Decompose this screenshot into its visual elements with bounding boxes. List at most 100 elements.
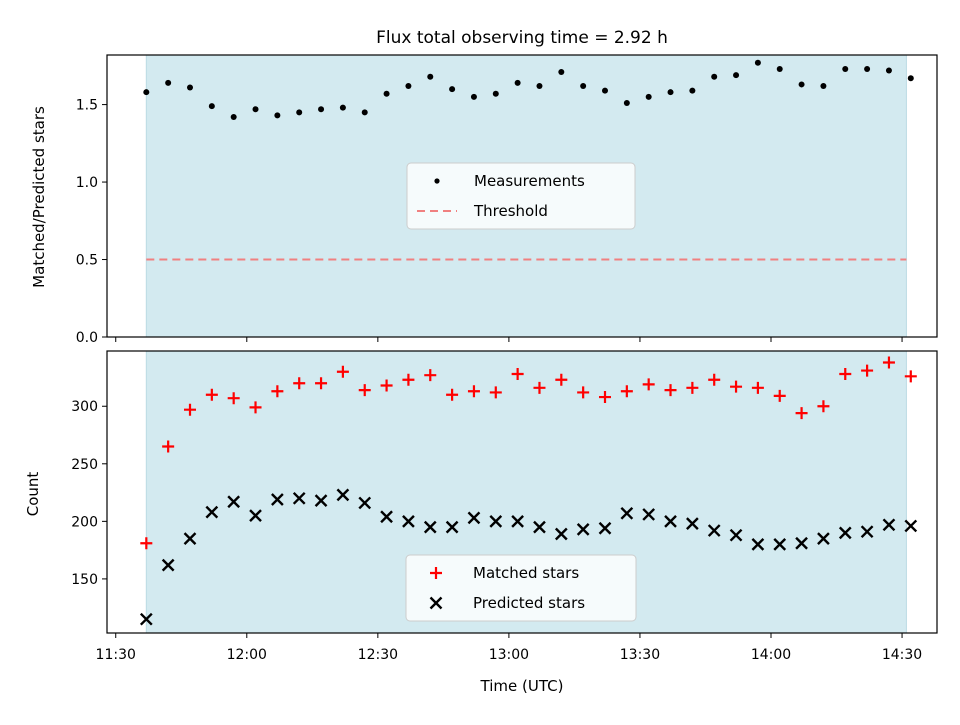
data-point (296, 109, 303, 116)
data-point (292, 491, 306, 505)
data-point (315, 377, 328, 390)
legend-label: Predicted stars (473, 594, 585, 612)
data-point (754, 59, 761, 66)
data-point (339, 104, 346, 111)
data-point (533, 381, 546, 394)
legend-label: Threshold (473, 202, 548, 220)
data-point (773, 389, 786, 402)
data-point (249, 401, 262, 414)
data-point (885, 67, 892, 74)
data-point (536, 82, 543, 89)
data-point (424, 369, 437, 382)
data-point (336, 488, 350, 502)
data-point (599, 391, 611, 404)
y-tick-label: 0.5 (76, 253, 98, 269)
data-point (817, 532, 830, 545)
legend-marker (429, 596, 443, 610)
data-point (143, 89, 150, 96)
data-point (598, 521, 612, 535)
data-point (642, 378, 655, 391)
data-point (380, 510, 393, 524)
series-measurements (143, 59, 914, 120)
data-point (205, 388, 218, 401)
data-point (860, 525, 874, 539)
data-point (577, 386, 590, 399)
legend: Matched stars Predicted stars (405, 554, 637, 622)
data-point (689, 87, 696, 94)
legend-label: Matched stars (473, 564, 579, 582)
data-point (402, 373, 415, 386)
data-point (140, 537, 153, 550)
data-point (514, 79, 521, 86)
data-point (467, 511, 481, 525)
data-point (489, 386, 502, 399)
data-point (664, 384, 677, 397)
data-point (230, 113, 237, 120)
data-point (576, 523, 590, 536)
data-point (405, 82, 412, 89)
data-point (558, 69, 565, 76)
legend-marker (434, 178, 440, 184)
data-point (293, 377, 306, 390)
data-point (187, 84, 193, 91)
data-point (402, 515, 415, 528)
x-tick-label: 12:30 (358, 647, 398, 663)
data-point (864, 65, 871, 72)
data-point (645, 93, 652, 100)
x-tick-label: 14:00 (751, 647, 791, 663)
data-point (729, 528, 743, 542)
data-point (489, 515, 503, 528)
data-point (423, 520, 437, 534)
top-y-axis-label: Matched/Predicted stars (30, 106, 48, 288)
data-point (707, 524, 721, 537)
data-point (554, 527, 568, 541)
data-point (380, 379, 393, 392)
data-point (602, 87, 608, 94)
data-point (817, 400, 830, 413)
data-point (492, 90, 499, 97)
plot-frame (106, 54, 938, 338)
x-tick-label: 13:00 (489, 647, 529, 663)
data-point (446, 388, 459, 401)
data-point (686, 381, 699, 394)
data-point (861, 364, 874, 377)
data-point (184, 403, 196, 416)
data-point (358, 496, 372, 510)
data-point (336, 365, 349, 378)
data-point (730, 380, 743, 393)
data-point (511, 515, 524, 528)
data-point (165, 79, 172, 86)
data-point (839, 368, 852, 381)
legend-box (406, 162, 636, 230)
data-point (686, 517, 699, 531)
data-point (427, 73, 434, 80)
legend-box (405, 554, 637, 622)
data-point (664, 515, 677, 528)
data-point (271, 385, 284, 398)
plot-frame (106, 350, 938, 634)
data-point (274, 112, 281, 119)
data-point (314, 494, 328, 507)
data-point (139, 612, 153, 626)
y-tick-label: 1.5 (76, 98, 98, 114)
data-point (555, 373, 568, 386)
data-point (667, 89, 674, 96)
data-point (208, 103, 215, 110)
data-point (795, 536, 808, 550)
data-point (882, 356, 895, 369)
series-predicted-stars (139, 488, 918, 626)
data-point (467, 385, 480, 398)
data-point (383, 90, 390, 97)
data-point (361, 109, 368, 116)
legend: Measurements Threshold (406, 162, 636, 230)
data-point (358, 384, 371, 397)
y-tick-label: 300 (71, 399, 98, 415)
data-point (205, 505, 219, 519)
data-point (623, 100, 630, 107)
data-point (795, 407, 808, 420)
data-point (820, 82, 827, 89)
data-point (751, 381, 764, 394)
data-point (183, 532, 197, 545)
